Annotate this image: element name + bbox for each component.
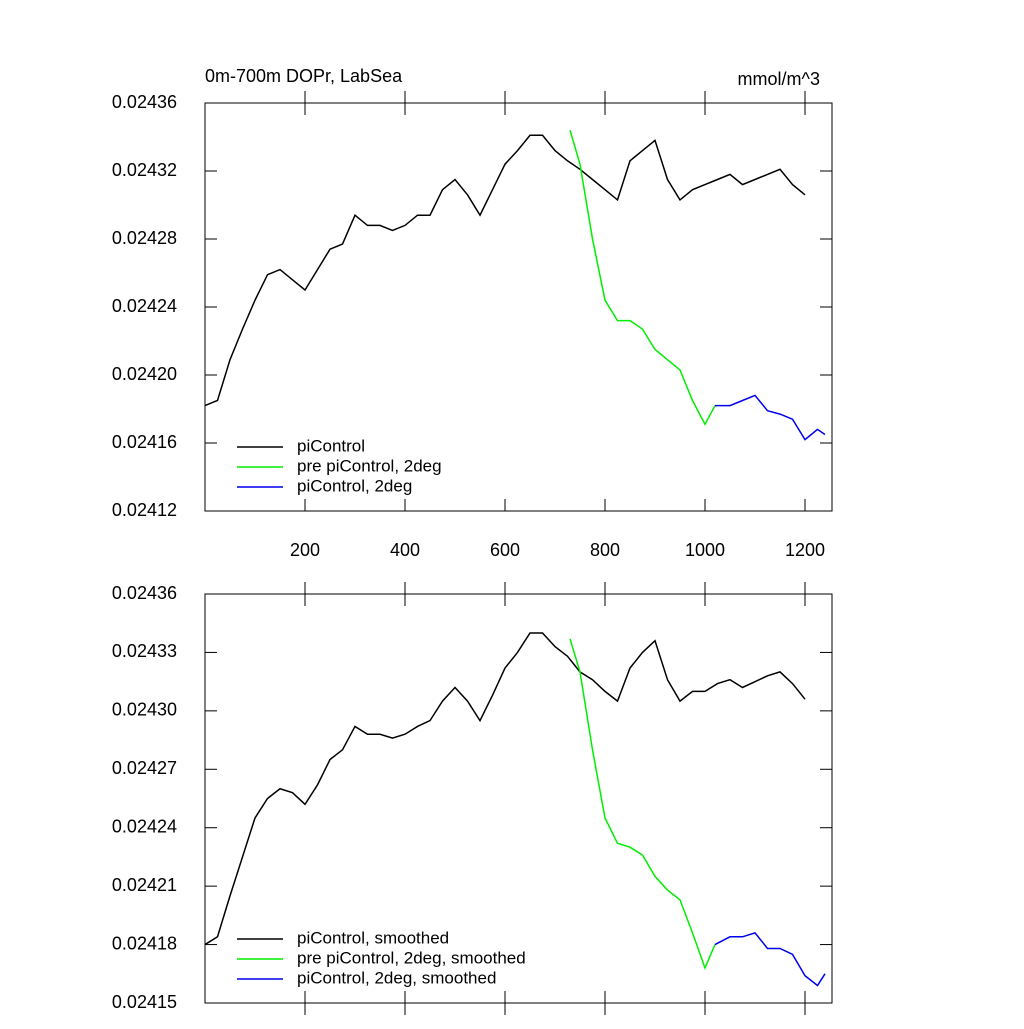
data-line — [204, 134, 806, 407]
x-tick-label: 800 — [590, 540, 620, 560]
data-line — [715, 394, 826, 441]
y-tick-label: 0.02418 — [112, 933, 177, 953]
legend-label: piControl — [297, 436, 365, 455]
y-tick-label: 0.02436 — [112, 583, 177, 603]
data-line — [714, 932, 826, 987]
y-tick-label: 0.02421 — [112, 875, 177, 895]
y-tick-label: 0.02432 — [112, 160, 177, 180]
data-line — [569, 129, 716, 426]
x-tick-label: 400 — [390, 540, 420, 560]
plot-frame — [204, 593, 833, 1004]
y-tick-label: 0.02436 — [112, 92, 177, 112]
data-line — [204, 632, 806, 946]
data-line — [569, 638, 716, 970]
y-tick-label: 0.02415 — [112, 992, 177, 1012]
y-tick-label: 0.02424 — [112, 816, 177, 836]
y-tick-label: 0.02412 — [112, 500, 177, 520]
y-tick-label: 0.02424 — [112, 296, 177, 316]
legend-label: pre piControl, 2deg — [297, 456, 442, 475]
x-tick-label: 1200 — [785, 540, 825, 560]
y-tick-label: 0.02430 — [112, 700, 177, 720]
y-tick-label: 0.02428 — [112, 228, 177, 248]
units-label: mmol/m^3 — [738, 69, 820, 89]
y-tick-label: 0.02420 — [112, 364, 177, 384]
legend-label: piControl, smoothed — [297, 928, 449, 947]
legend-label: piControl, 2deg — [297, 476, 412, 495]
chart-title: 0m-700m DOPr, LabSea — [205, 66, 403, 86]
legend-label: pre piControl, 2deg, smoothed — [297, 948, 526, 967]
y-tick-label: 0.02416 — [112, 432, 177, 452]
legend-label: piControl, 2deg, smoothed — [297, 968, 496, 987]
x-tick-label: 200 — [290, 540, 320, 560]
y-tick-label: 0.02433 — [112, 641, 177, 661]
y-tick-label: 0.02427 — [112, 758, 177, 778]
x-tick-label: 1000 — [685, 540, 725, 560]
x-tick-label: 600 — [490, 540, 520, 560]
